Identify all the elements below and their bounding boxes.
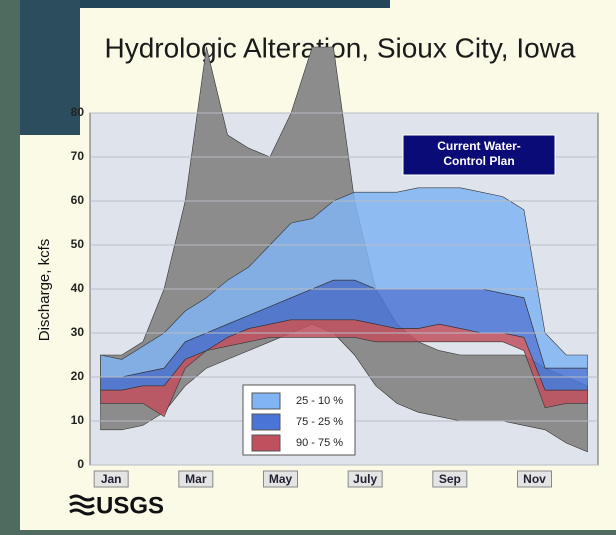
x-tick-label: Jan — [101, 472, 122, 486]
chart: Hydrologic Alteration, Sioux City, Iowa … — [0, 0, 616, 530]
y-tick-label: 80 — [71, 105, 85, 119]
legend-label: 75 - 25 % — [296, 416, 343, 428]
page: {"chart_data": {"type": "band", "title":… — [0, 0, 616, 530]
x-tick-label: July — [353, 472, 377, 486]
x-tick-label: Nov — [523, 472, 546, 486]
x-tick-label: May — [269, 472, 293, 486]
y-tick-label: 50 — [71, 237, 85, 251]
y-axis-label: Discharge, kcfs — [36, 239, 53, 342]
legend-swatch — [252, 435, 280, 451]
annotation: Current Water- — [437, 139, 521, 153]
x-tick-label: Mar — [185, 472, 207, 486]
legend-label: 25 - 10 % — [296, 395, 343, 407]
y-tick-label: 40 — [71, 281, 85, 295]
side-band — [0, 135, 20, 530]
y-tick-label: 10 — [71, 413, 85, 427]
legend-label: 90 - 75 % — [296, 437, 343, 449]
y-tick-label: 20 — [71, 369, 85, 383]
y-tick-label: 30 — [71, 325, 85, 339]
y-tick-label: 70 — [71, 149, 85, 163]
annotation: Control Plan — [443, 154, 514, 168]
x-tick-label: Sep — [439, 472, 461, 486]
legend-swatch — [252, 414, 280, 430]
logo-text: USGS — [96, 492, 164, 519]
chart-title: Hydrologic Alteration, Sioux City, Iowa — [104, 32, 575, 63]
y-tick-label: 0 — [77, 457, 84, 471]
legend-swatch — [252, 393, 280, 409]
y-tick-label: 60 — [71, 193, 85, 207]
